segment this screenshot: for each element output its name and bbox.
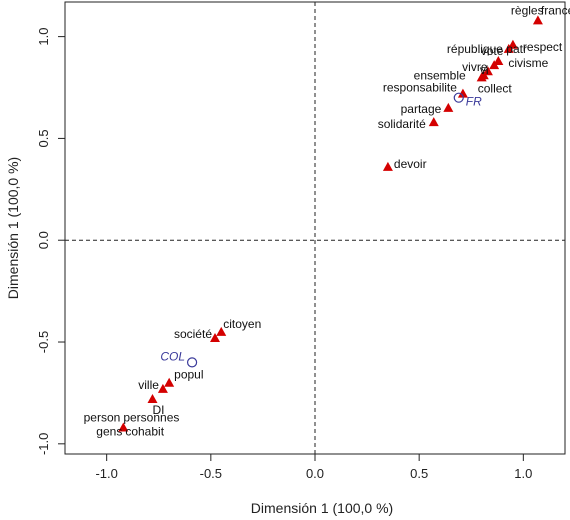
data-point-marker [507, 39, 518, 49]
data-point-marker [489, 60, 500, 70]
point-label: gens [96, 425, 122, 439]
data-point-marker [493, 56, 504, 66]
point-label: vi [480, 63, 489, 77]
point-label: devoir [394, 157, 427, 171]
point-label: france [541, 3, 570, 17]
y-tick-label: 0.0 [36, 231, 51, 249]
supplementary-marker [186, 357, 198, 368]
point-label: responsabilite [383, 81, 457, 95]
data-point-marker [382, 161, 393, 171]
x-tick-label: -0.5 [200, 466, 222, 481]
point-label: civisme [508, 56, 548, 70]
data-point-marker [164, 377, 175, 387]
data-point-marker [503, 43, 514, 53]
supplementary-points [186, 92, 464, 368]
supplementary-label: COL [160, 349, 185, 363]
reference-lines [65, 2, 565, 454]
point-label: collect [478, 81, 513, 95]
point-label: solidarité [378, 117, 426, 131]
data-point-marker [147, 394, 158, 404]
point-label: république patr [447, 42, 527, 56]
point-label: partage [401, 102, 442, 116]
point-label: société [174, 327, 212, 341]
point-label: vivre [462, 60, 488, 74]
point-label: popul [174, 368, 203, 382]
point-label: respect [523, 40, 563, 54]
y-axis-title: Dimensión 1 (100,0 %) [5, 157, 21, 299]
y-tick-label: 0.5 [36, 129, 51, 147]
point-label: citoyen [223, 317, 261, 331]
x-tick-label: 0.0 [306, 466, 324, 481]
x-axis-title: Dimensión 1 (100,0 %) [251, 500, 393, 516]
data-point-marker [157, 383, 168, 393]
y-tick-label: -1.0 [36, 433, 51, 455]
data-points [118, 15, 543, 432]
x-tick-label: -1.0 [95, 466, 117, 481]
y-tick-label: -0.5 [36, 331, 51, 353]
data-point-marker [532, 15, 543, 25]
data-point-marker [216, 326, 227, 336]
y-tick-label: 1.0 [36, 28, 51, 46]
data-point-marker [118, 422, 129, 432]
point-label: cohabit [125, 425, 164, 439]
point-label: vote [481, 44, 504, 58]
data-point-marker [428, 117, 439, 127]
point-label: règles [511, 3, 544, 17]
data-point-marker [478, 70, 489, 80]
data-point-marker [457, 88, 468, 98]
data-point-marker [210, 332, 220, 342]
x-tick-label: 1.0 [514, 466, 532, 481]
data-point-marker [443, 102, 454, 112]
point-label: ville [138, 378, 159, 392]
point-label: DI [153, 403, 165, 417]
data-point-marker [482, 66, 493, 76]
point-label: person [84, 411, 121, 425]
point-label: ensemble [414, 68, 466, 82]
supplementary-label: FR [466, 95, 482, 109]
y-axis-ticks: -1.0 -0.5 0.0 0.5 1.0 [36, 28, 65, 455]
point-label: personnes [123, 411, 179, 425]
x-axis-ticks: -1.0 -0.5 0.0 0.5 1.0 [95, 454, 532, 481]
x-tick-label: 0.5 [410, 466, 428, 481]
supplementary-marker [453, 92, 464, 103]
